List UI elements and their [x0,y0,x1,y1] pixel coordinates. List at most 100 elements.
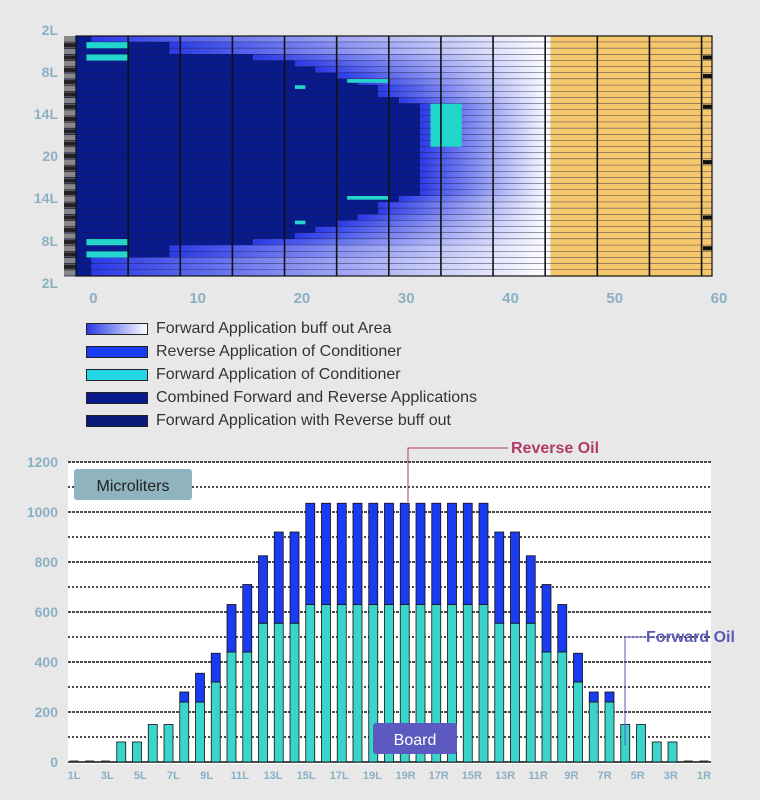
bar-y-tick: 600 [35,604,59,620]
legend-swatch-buff-out [86,322,148,335]
heatmap-chart: 0 10 20 30 40 50 60 2L 8L 14L 20 14L 8L 2L [34,22,728,307]
bar-forward-oil [132,741,142,763]
heatmap-board-cell [550,60,712,67]
heatmap-board-cell [550,128,712,135]
heatmap-board-cell [550,189,712,196]
legend-swatch-reverse-conditioner [86,345,148,358]
board-box [373,723,457,754]
bar-x-tick: 3L [101,770,114,782]
bar-forward-oil [541,651,552,763]
heatmap-board-cell [550,42,712,49]
heatmap-strip-mark [64,43,76,48]
heatmap-core-cell [76,177,421,184]
bar-forward-oil [494,622,505,763]
heatmap-strip-mark [64,117,76,122]
heatmap-buff-cell [91,36,551,43]
heatmap-x-tick: 0 [89,290,97,307]
bar-forward-oil [69,760,79,762]
heatmap-board-cell [550,152,712,160]
bar-forward-oil [667,741,678,763]
bar-y-tick: 400 [35,654,59,670]
heatmap-buff-cell [315,226,551,233]
heatmap-board-cell [550,183,712,190]
bar-forward-oil [321,604,331,763]
heatmap-strip-mark [64,104,76,109]
bar-reverse-oil [415,502,426,605]
bar-reverse-oil [242,584,253,653]
heatmap-board-cell [550,251,712,258]
heatmap-buff-cell [420,116,551,123]
heatmap-x-tick: 40 [502,290,519,307]
heatmap-buff-cell [420,128,551,135]
bar-reverse-oil [226,604,237,653]
heatmap-board-cell [550,220,712,227]
heatmap-board-cell [550,79,712,86]
bar-reverse-oil [305,502,316,605]
heatmap-buff-cell [399,196,551,203]
heatmap-buff-cell [253,239,551,246]
bar-forward-oil [101,760,110,762]
heatmap-board-cell [550,177,712,184]
heatmap-buff-cell [357,214,551,221]
heatmap-core-cell [76,263,92,270]
legend-swatch-forward-reverse-buff [86,414,148,427]
heatmap-buff-cell [253,54,551,61]
heatmap-board-cell [550,140,712,147]
heatmap-strip-mark [64,153,76,159]
heatmap-buff-cell [336,220,551,227]
heatmap-frame [75,35,713,277]
heatmap-x-tick: 60 [711,290,728,307]
heatmap-board-cell [550,196,712,203]
legend-item-combined: Combined Forward and Reverse Application… [86,386,477,409]
bar-forward-oil [305,604,316,763]
bar-forward-oil [573,681,583,763]
heatmap-core-cell [76,208,379,215]
bar-x-tick: 19L [363,770,382,782]
bar-reverse-oil [258,555,268,624]
heatmap-strip-mark [64,252,76,257]
heatmap-board-cell [550,146,712,153]
bar-chart: 0 200 400 600 800 1000 1200 1L 3L 5L 7L 9L 11L 13L 15… [27,440,735,782]
heatmap-core-cell [76,214,358,221]
bar-reverse-oil [573,652,583,683]
heatmap-core-cell [76,152,421,160]
heatmap-conditioner-cell [294,85,306,89]
bar-x-tick: 1R [697,770,711,782]
heatmap-conditioner-cell [86,251,129,258]
heatmap-edge-mark [703,104,712,109]
heatmap-strip-mark [64,67,76,72]
heatmap-x-tick: 30 [398,290,415,307]
legend-swatch-forward-conditioner [86,368,148,381]
heatmap-core-cell [76,54,254,61]
heatmap-buff-cell [91,269,551,276]
heatmap-conditioner-cell [347,196,389,200]
legend-label-forward-reverse-buff: Forward Application with Reverse buff ou… [156,411,451,429]
bar-x-tick: 5L [134,770,147,782]
heatmap-strip-mark [64,166,76,171]
heatmap-edge-mark [703,55,712,60]
heatmap-strip-mark [64,178,76,183]
heatmap-buff-cell [420,177,551,184]
heatmap-y-tick: 14L [34,106,59,122]
heatmap-core-cell [76,36,92,43]
heatmap-strip-mark [64,227,76,232]
heatmap-core-cell [76,91,379,98]
heatmap-buff-cell [420,189,551,196]
bar-x-tick: 17R [429,770,449,782]
heatmap-core-cell [76,97,400,104]
bar-y-tick: 800 [35,554,59,570]
bar-forward-oil [699,760,709,762]
heatmap-core-cell [76,232,295,240]
heatmap-core-cell [76,79,358,86]
heatmap-conditioner-cell [294,220,306,225]
bar-reverse-oil [478,502,489,605]
board-label: Board [394,732,437,749]
bar-forward-oil [636,724,646,763]
heatmap-board-cell [550,269,712,276]
bar-reverse-oil [447,502,457,605]
heatmap-core-cell [76,165,421,172]
heatmap-board-cell [550,85,712,92]
heatmap-board-cell [550,134,712,141]
heatmap-y-tick: 2L [42,22,59,38]
bar-forward-oil [651,741,662,763]
